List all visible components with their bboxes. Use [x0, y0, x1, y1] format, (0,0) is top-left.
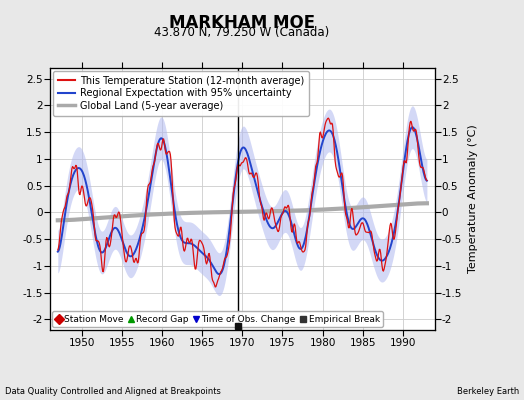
Y-axis label: Temperature Anomaly (°C): Temperature Anomaly (°C): [468, 125, 478, 273]
Legend: Station Move, Record Gap, Time of Obs. Change, Empirical Break: Station Move, Record Gap, Time of Obs. C…: [52, 311, 383, 327]
Text: MARKHAM MOE: MARKHAM MOE: [169, 14, 315, 32]
Text: Berkeley Earth: Berkeley Earth: [456, 387, 519, 396]
Text: 43.870 N, 79.250 W (Canada): 43.870 N, 79.250 W (Canada): [155, 26, 330, 39]
Text: Data Quality Controlled and Aligned at Breakpoints: Data Quality Controlled and Aligned at B…: [5, 387, 221, 396]
